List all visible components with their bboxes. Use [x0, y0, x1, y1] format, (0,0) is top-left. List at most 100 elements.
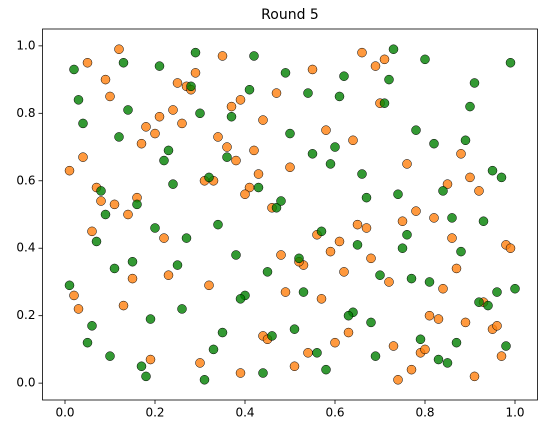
point [271, 203, 282, 213]
point [168, 105, 178, 115]
point [240, 189, 250, 200]
point [114, 132, 124, 142]
point [132, 199, 142, 210]
point [204, 172, 214, 183]
point [397, 216, 408, 226]
point [190, 47, 201, 58]
point [316, 226, 327, 237]
point [294, 253, 304, 264]
point [217, 51, 228, 61]
point [249, 51, 259, 61]
point [96, 196, 106, 206]
point [438, 283, 448, 294]
y-tick-label: 1.0 [16, 38, 35, 52]
point [393, 375, 403, 385]
point [379, 98, 390, 108]
point [307, 64, 318, 75]
point [244, 84, 255, 95]
point [505, 243, 516, 253]
point [334, 236, 345, 247]
point [105, 351, 115, 361]
point [321, 125, 331, 135]
point [366, 317, 376, 328]
point [280, 68, 291, 78]
point [150, 223, 160, 233]
point [73, 304, 84, 314]
point [483, 300, 493, 311]
point [267, 331, 277, 341]
point [64, 165, 75, 176]
x-tick-label: 0.0 [55, 406, 74, 420]
point [73, 95, 84, 105]
point [298, 287, 309, 297]
point [231, 250, 241, 260]
point [69, 290, 79, 301]
x-tick-label: 0.8 [415, 406, 434, 420]
point [78, 152, 88, 162]
point [258, 115, 268, 125]
y-tick-label: 0.0 [16, 376, 35, 390]
point [168, 179, 178, 189]
x-tick-label: 0.2 [145, 406, 164, 420]
point [136, 361, 147, 372]
point [249, 145, 259, 156]
point [172, 260, 183, 270]
point [411, 125, 421, 135]
point [271, 88, 282, 98]
point [361, 192, 372, 203]
point [100, 74, 111, 85]
point [100, 209, 111, 220]
point [222, 142, 232, 152]
point [384, 74, 394, 85]
point [195, 358, 205, 368]
point [424, 310, 435, 321]
point [348, 135, 358, 146]
point [280, 287, 291, 297]
point [186, 81, 196, 92]
point [501, 341, 511, 351]
point [433, 354, 444, 365]
point [339, 267, 349, 277]
point [190, 68, 201, 78]
plot-frame [42, 28, 538, 401]
point [388, 341, 399, 351]
point [465, 172, 475, 183]
point [127, 256, 138, 267]
point [447, 233, 457, 243]
point [465, 101, 475, 112]
point [87, 226, 97, 237]
point [420, 344, 430, 355]
point [96, 186, 106, 196]
point [303, 348, 313, 358]
point [343, 310, 354, 321]
point [141, 122, 151, 132]
point [469, 371, 480, 382]
point [150, 128, 160, 139]
point [154, 111, 165, 122]
point [64, 280, 75, 291]
point [442, 179, 453, 189]
point [474, 297, 484, 307]
point [352, 219, 363, 230]
point [402, 229, 412, 240]
point [325, 246, 336, 257]
point [145, 354, 156, 365]
point [411, 206, 421, 216]
point [510, 283, 520, 294]
point [217, 327, 228, 338]
point [222, 152, 232, 162]
point [469, 78, 480, 88]
point [406, 364, 417, 375]
x-tick-label: 0.6 [325, 406, 344, 420]
y-tick-label: 0.8 [16, 106, 35, 120]
point [226, 111, 237, 122]
point [505, 57, 516, 68]
point [141, 371, 151, 382]
point [118, 300, 129, 311]
point [460, 135, 471, 146]
point [492, 287, 502, 297]
x-tick-label: 0.4 [235, 406, 254, 420]
point [352, 240, 363, 250]
point [384, 277, 394, 287]
